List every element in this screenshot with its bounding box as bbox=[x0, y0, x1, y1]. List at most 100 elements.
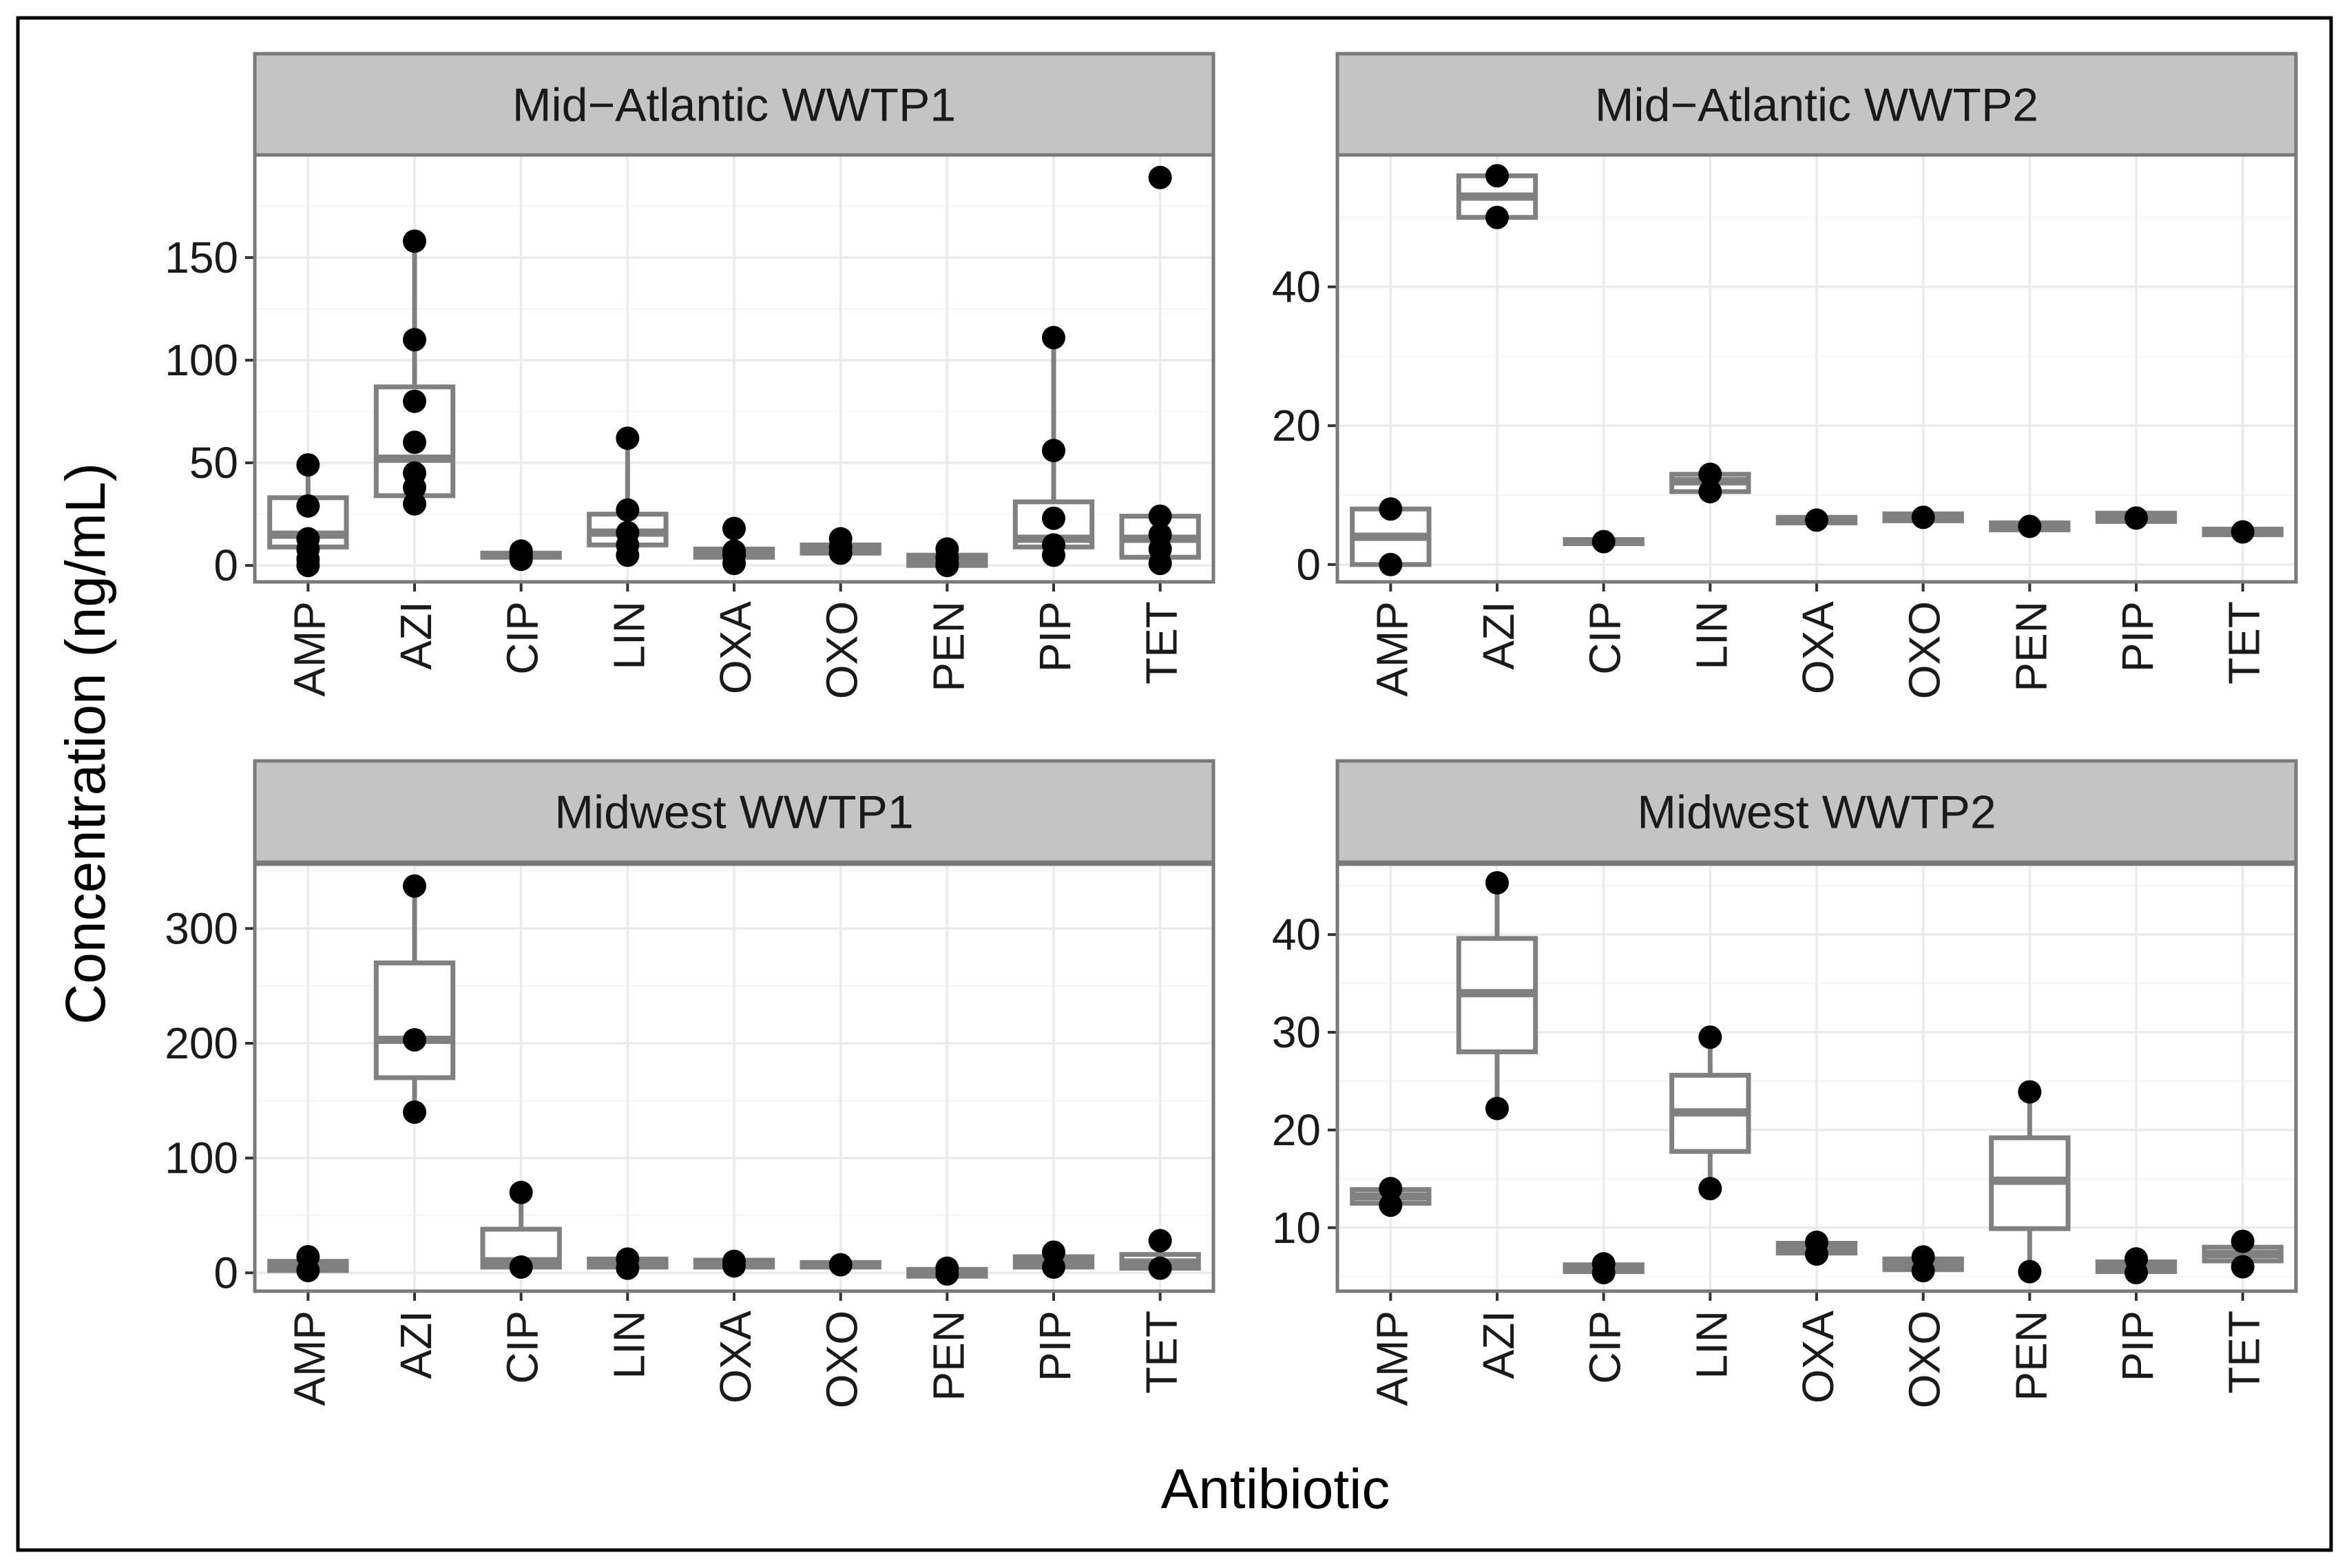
x-tick-label: TET bbox=[1137, 601, 1187, 684]
data-point bbox=[403, 1100, 426, 1124]
data-point bbox=[2018, 514, 2042, 539]
data-point bbox=[1485, 205, 1509, 229]
x-tick-label: AMP bbox=[284, 601, 334, 697]
y-tick-label: 100 bbox=[165, 1133, 238, 1183]
facet-panel: Midwest WWTP1 0 100 200 300 AMP AZI CIP LIN OXA OX… bbox=[165, 759, 1215, 1408]
data-point bbox=[1379, 1193, 1403, 1217]
data-point bbox=[828, 1253, 853, 1277]
x-tick-label: PEN bbox=[923, 1310, 973, 1401]
x-tick-label: TET bbox=[2220, 601, 2269, 684]
data-point bbox=[1148, 504, 1172, 528]
data-point bbox=[935, 554, 959, 578]
x-tick-label: PIP bbox=[2113, 1310, 2162, 1381]
data-point bbox=[1805, 508, 1828, 532]
y-axis-title: Concentration (ng/mL) bbox=[54, 463, 117, 1025]
y-tick-label: 40 bbox=[1272, 262, 1321, 312]
data-point bbox=[616, 426, 640, 450]
data-point bbox=[616, 543, 640, 567]
y-tick-label: 0 bbox=[213, 541, 238, 590]
x-tick-label: AZI bbox=[1474, 601, 1523, 670]
facet-panel: Mid−Atlantic WWTP1 0 50 100 150 AMP AZI CIP LIN O… bbox=[165, 52, 1215, 699]
y-tick-label: 300 bbox=[165, 903, 238, 953]
facet-strip-title: Mid−Atlantic WWTP2 bbox=[1595, 79, 2038, 132]
data-point bbox=[722, 552, 746, 576]
data-point bbox=[828, 541, 853, 565]
data-point bbox=[403, 492, 426, 516]
x-tick-label: LIN bbox=[604, 1310, 654, 1379]
data-point bbox=[403, 475, 426, 499]
facet-panels: Mid−Atlantic WWTP1 0 50 100 150 AMP AZI CIP LIN O… bbox=[165, 52, 2298, 1408]
x-tick-label: AMP bbox=[284, 1310, 334, 1406]
facet-strip-title: Mid−Atlantic WWTP1 bbox=[512, 79, 956, 132]
x-tick-label: AZI bbox=[1474, 1310, 1523, 1379]
facet-strip bbox=[1335, 759, 2298, 864]
figure-frame bbox=[16, 16, 2333, 1552]
x-tick-label: PEN bbox=[2006, 1310, 2056, 1401]
y-tick-label: 20 bbox=[1272, 401, 1321, 450]
y-tick-label: 40 bbox=[1272, 910, 1321, 959]
data-point bbox=[2018, 1080, 2042, 1104]
data-point bbox=[1042, 506, 1065, 530]
data-point bbox=[1042, 326, 1065, 350]
x-tick-label: OXO bbox=[817, 1310, 867, 1408]
x-tick-label: AZI bbox=[391, 1310, 441, 1379]
data-point bbox=[1148, 1256, 1172, 1280]
x-tick-label: TET bbox=[1137, 1310, 1187, 1394]
facet-panel: Mid−Atlantic WWTP2 0 20 40 AMP AZI CIP LIN OXA OX… bbox=[1272, 52, 2298, 699]
box-azi bbox=[1456, 882, 1538, 1109]
y-tick-label: 150 bbox=[165, 233, 238, 282]
data-point bbox=[1911, 1259, 1935, 1283]
data-point bbox=[403, 328, 426, 352]
x-tick-label: PEN bbox=[2006, 601, 2056, 692]
data-point bbox=[1042, 1255, 1065, 1279]
data-point bbox=[616, 1256, 640, 1280]
x-tick-label: PIP bbox=[2113, 601, 2162, 672]
facet-strip bbox=[1335, 52, 2298, 157]
data-point bbox=[509, 547, 533, 572]
panel-border bbox=[253, 153, 1215, 584]
x-tick-label: LIN bbox=[1687, 1310, 1736, 1379]
y-tick-label: 0 bbox=[1296, 540, 1321, 589]
data-point bbox=[1148, 165, 1172, 189]
x-tick-label: AZI bbox=[391, 601, 441, 670]
y-tick-label: 200 bbox=[165, 1018, 238, 1068]
data-point bbox=[1911, 505, 1935, 530]
data-point bbox=[296, 494, 320, 518]
data-point bbox=[1485, 164, 1509, 188]
x-tick-label: OXA bbox=[711, 601, 760, 694]
y-tick-label: 0 bbox=[213, 1248, 238, 1297]
data-point bbox=[2124, 506, 2148, 530]
data-point bbox=[2231, 1255, 2255, 1279]
data-point bbox=[1042, 439, 1065, 463]
panel-border bbox=[253, 862, 1215, 1293]
x-tick-label: OXA bbox=[711, 1310, 760, 1403]
data-point bbox=[1805, 1242, 1828, 1266]
data-point bbox=[509, 1180, 533, 1204]
facet-strip-title: Midwest WWTP2 bbox=[1637, 786, 1996, 839]
x-tick-label: OXO bbox=[1900, 601, 1950, 699]
data-point bbox=[1591, 1261, 1616, 1285]
data-point bbox=[1698, 479, 1722, 503]
data-point bbox=[2124, 1261, 2148, 1285]
data-point bbox=[296, 453, 320, 477]
box-pen bbox=[1989, 1091, 2071, 1272]
y-tick-label: 50 bbox=[189, 438, 238, 488]
data-point bbox=[296, 1259, 320, 1282]
data-point bbox=[2018, 1259, 2042, 1284]
x-tick-label: CIP bbox=[498, 601, 547, 675]
x-tick-label: OXO bbox=[1900, 1310, 1950, 1408]
data-point bbox=[722, 516, 746, 541]
data-point bbox=[935, 1262, 959, 1286]
data-point bbox=[1148, 1229, 1172, 1253]
data-point bbox=[1379, 552, 1403, 576]
data-point bbox=[403, 1028, 426, 1052]
x-tick-label: AMP bbox=[1367, 601, 1417, 697]
data-point bbox=[403, 389, 426, 413]
x-tick-label: LIN bbox=[604, 601, 654, 670]
data-point bbox=[403, 874, 426, 898]
data-point bbox=[2231, 520, 2255, 544]
x-tick-label: OXA bbox=[1793, 1310, 1843, 1403]
data-point bbox=[1698, 1025, 1722, 1049]
x-tick-label: PIP bbox=[1030, 601, 1080, 672]
